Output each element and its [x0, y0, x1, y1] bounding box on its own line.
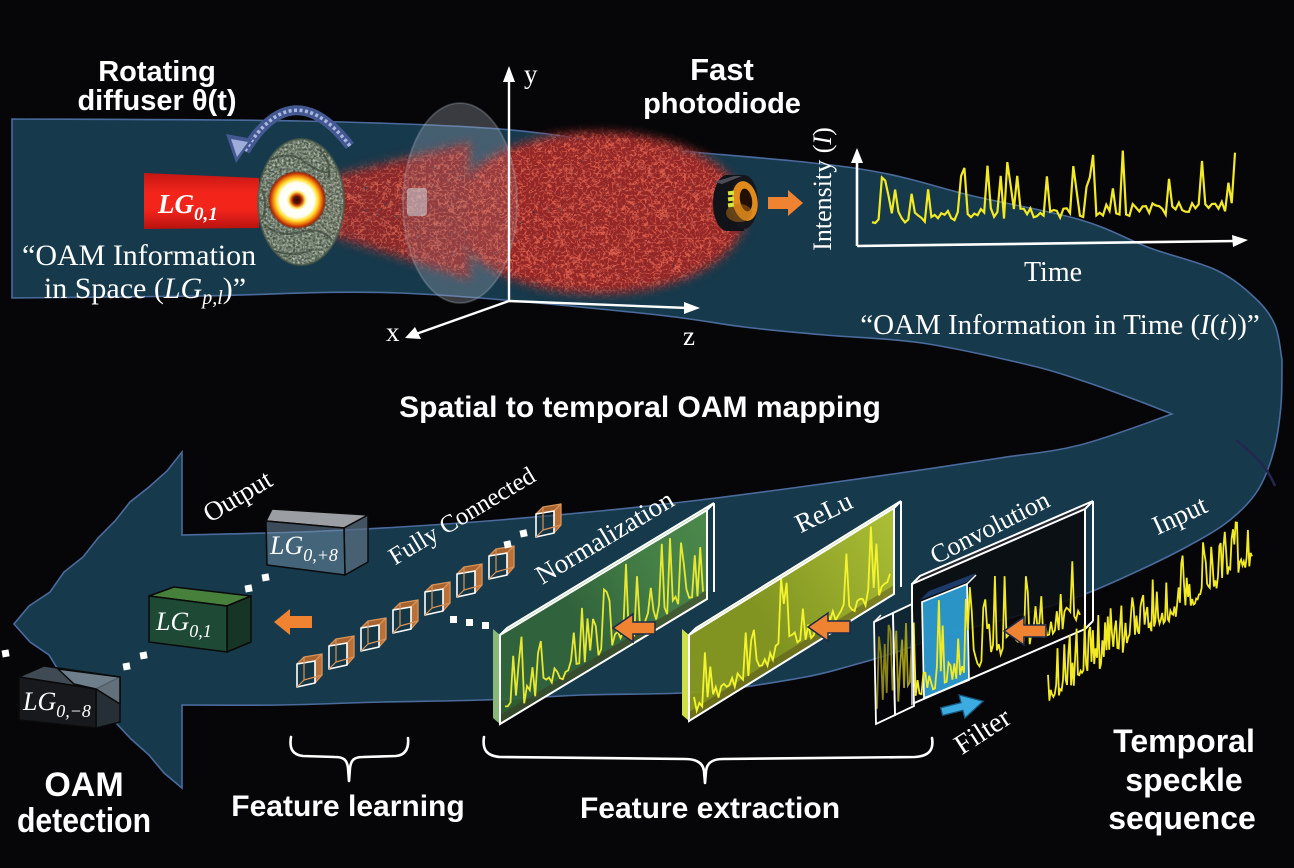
svg-text:LG0,1: LG0,1	[155, 607, 212, 641]
svg-text:z: z	[683, 321, 695, 351]
svg-text:speckle: speckle	[1125, 762, 1242, 798]
svg-text:y: y	[524, 59, 538, 89]
svg-text:Rotating: Rotating	[98, 56, 216, 88]
svg-text:Spatial to temporal OAM mappin: Spatial to temporal OAM mapping	[399, 391, 881, 424]
svg-text:Feature extraction: Feature extraction	[580, 792, 840, 825]
svg-text:sequence: sequence	[1108, 800, 1256, 836]
svg-text:“OAM Information in Time (I(t): “OAM Information in Time (I(t))”	[860, 309, 1260, 341]
svg-text:Temporal: Temporal	[1113, 723, 1255, 759]
svg-text:“OAM Information: “OAM Information	[22, 239, 256, 272]
svg-text:Fast: Fast	[690, 52, 754, 87]
svg-text:OAM: OAM	[44, 766, 123, 804]
svg-text:detection: detection	[17, 802, 151, 840]
svg-text:Feature learning: Feature learning	[231, 790, 464, 823]
svg-text:Time: Time	[1024, 257, 1082, 288]
svg-text:diffuser θ(t): diffuser θ(t)	[77, 85, 236, 117]
svg-text:x: x	[386, 317, 400, 347]
svg-text:Intensity (I): Intensity (I)	[808, 127, 837, 251]
svg-text:in Space (LGp,l)”: in Space (LGp,l)”	[44, 272, 246, 309]
